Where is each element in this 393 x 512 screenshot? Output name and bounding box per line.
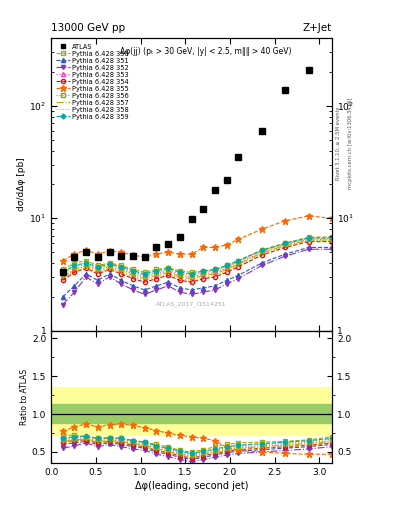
Text: Δφ(jj) (pₜ > 30 GeV, |y| < 2.5, m‖‖ > 40 GeV): Δφ(jj) (pₜ > 30 GeV, |y| < 2.5, m‖‖ > 40… xyxy=(120,47,291,56)
Text: 13000 GeV pp: 13000 GeV pp xyxy=(51,23,125,33)
Text: mcplots.cern.ch [arXiv:1306.3436]: mcplots.cern.ch [arXiv:1306.3436] xyxy=(348,98,353,189)
Bar xyxy=(51,404,332,423)
Legend: ATLAS, Pythia 6.428 350, Pythia 6.428 351, Pythia 6.428 352, Pythia 6.428 353, P: ATLAS, Pythia 6.428 350, Pythia 6.428 35… xyxy=(54,42,130,122)
Text: Z+Jet: Z+Jet xyxy=(303,23,332,33)
Bar xyxy=(51,388,332,435)
X-axis label: Δφ(leading, second jet): Δφ(leading, second jet) xyxy=(135,481,248,492)
Y-axis label: dσ/dΔφ [pb]: dσ/dΔφ [pb] xyxy=(17,158,26,211)
Text: ATLAS_2017_I1514251: ATLAS_2017_I1514251 xyxy=(156,302,227,307)
Y-axis label: Ratio to ATLAS: Ratio to ATLAS xyxy=(20,369,29,425)
Text: Rivet 3.1.10, ≥ 2.5M events: Rivet 3.1.10, ≥ 2.5M events xyxy=(336,106,341,180)
